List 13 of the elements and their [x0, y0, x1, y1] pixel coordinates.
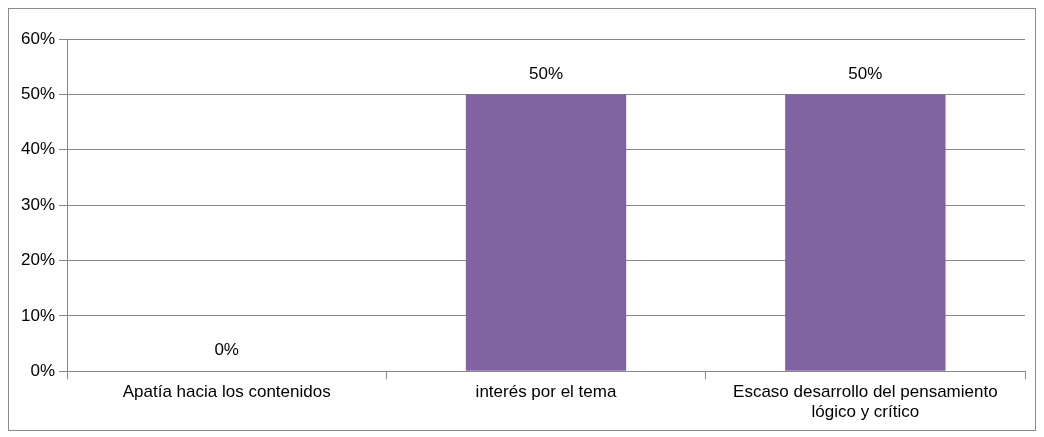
x-tick-label: Escaso desarrollo del pensamiento lógico y crítico: [733, 382, 998, 422]
y-tick-label: 0%: [30, 360, 56, 380]
data-label: 50%: [529, 63, 564, 83]
y-tick-label: 50%: [20, 84, 56, 104]
data-label: 0%: [214, 340, 239, 360]
y-tick-label: 60%: [20, 28, 56, 48]
y-tick-label: 10%: [20, 305, 56, 325]
data-label: 50%: [848, 63, 883, 83]
x-tick-label: Apatía hacia los contenidos: [122, 382, 331, 402]
y-tick-label: 30%: [20, 194, 56, 214]
y-tick-label: 20%: [20, 250, 56, 270]
y-tick-label: 40%: [20, 139, 56, 159]
x-tick-label: interés por el tema: [475, 382, 617, 402]
